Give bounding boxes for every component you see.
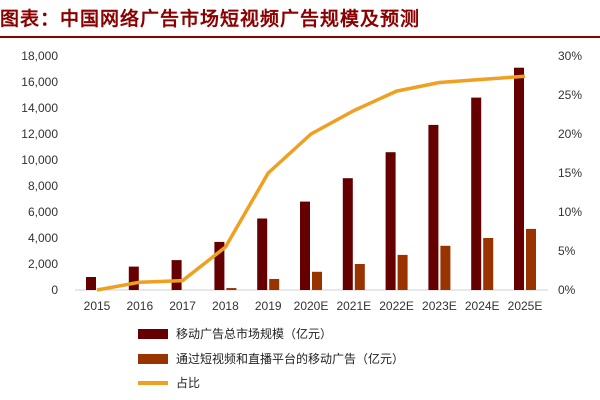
- bar-total: [86, 277, 96, 290]
- legend-item-0: 移动广告总市场规模（亿元）: [138, 325, 332, 342]
- y-tick-label: 12,000: [21, 127, 58, 141]
- line-share: [96, 74, 526, 292]
- bar-short-video: [397, 254, 408, 290]
- x-tick-label: 2017: [169, 299, 196, 313]
- x-tick-label: 2020E: [294, 299, 329, 313]
- y2-tick-label: 10%: [558, 205, 582, 219]
- bar-total: [171, 260, 182, 290]
- bar-short-video: [354, 264, 365, 290]
- legend-label: 占比: [176, 376, 201, 390]
- bar-short-video: [312, 271, 322, 290]
- bar-short-video: [226, 288, 237, 290]
- y-tick-label: 18,000: [21, 49, 58, 63]
- legend-item-1: 通过短视频和直播平台的移动广告（亿元）: [138, 350, 404, 367]
- y-tick-label: 2,000: [28, 257, 58, 271]
- title-divider: [0, 36, 600, 38]
- y-tick-label: 8,000: [28, 179, 58, 193]
- bar-short-video: [269, 278, 280, 290]
- bar-total: [514, 67, 524, 290]
- y-tick-label: 0: [51, 283, 58, 297]
- bar-total: [342, 178, 353, 290]
- bar-total: [471, 97, 482, 290]
- chart-title: 图表：中国网络广告市场短视频广告规模及预测: [0, 8, 421, 30]
- bar-short-video: [440, 245, 451, 290]
- bar-total: [300, 201, 310, 290]
- y-tick-label: 16,000: [21, 75, 58, 89]
- legend-label: 移动广告总市场规模（亿元）: [176, 327, 333, 341]
- bar-total: [214, 241, 225, 290]
- x-tick-label: 2022E: [379, 299, 414, 313]
- y2-tick-label: 0%: [558, 283, 576, 297]
- x-tick-label: 2018: [212, 299, 239, 313]
- legend-swatch: [138, 380, 168, 385]
- y-tick-label: 4,000: [28, 231, 58, 245]
- legend-swatch: [138, 328, 168, 339]
- y-tick-label: 14,000: [21, 101, 58, 115]
- x-tick-label: 2019: [255, 299, 282, 313]
- x-tick-label: 2021E: [336, 299, 371, 313]
- x-tick-label: 2016: [126, 299, 153, 313]
- bar-total: [385, 152, 396, 290]
- x-tick-label: 2023E: [422, 299, 457, 313]
- y-tick-label: 10,000: [21, 153, 58, 167]
- y-tick-label: 6,000: [28, 205, 58, 219]
- legend-swatch: [138, 353, 168, 364]
- bar-total: [428, 124, 439, 291]
- y2-tick-label: 20%: [558, 127, 582, 141]
- x-tick-label: 2024E: [465, 299, 500, 313]
- bar-short-video: [483, 238, 494, 290]
- bar-short-video: [526, 228, 536, 290]
- bar-total: [128, 266, 139, 290]
- y2-tick-label: 15%: [558, 166, 582, 180]
- y2-tick-label: 25%: [558, 88, 582, 102]
- legend-item-2: 占比: [138, 374, 200, 391]
- legend-label: 通过短视频和直播平台的移动广告（亿元）: [176, 352, 405, 366]
- bar-total: [257, 218, 268, 290]
- x-tick-label: 2025E: [508, 299, 543, 313]
- y2-tick-label: 30%: [558, 49, 582, 63]
- y2-tick-label: 5%: [558, 244, 576, 258]
- x-tick-label: 2015: [84, 299, 111, 313]
